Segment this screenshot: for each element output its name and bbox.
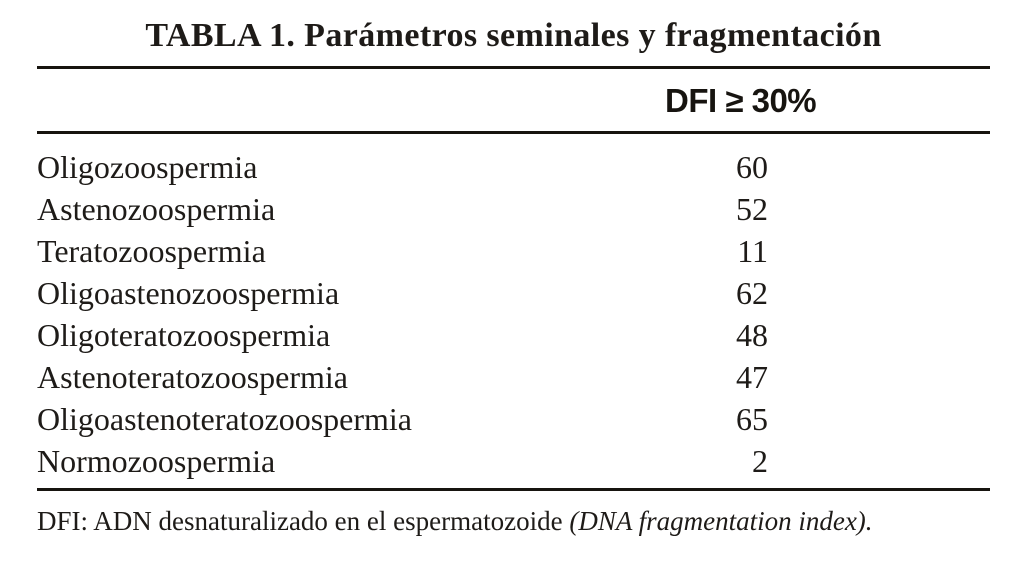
footnote: DFI: ADN desnaturalizado en el espermato… — [37, 491, 990, 538]
footnote-italic-text: (DNA fragmentation index). — [569, 506, 873, 536]
rule-below-header — [37, 131, 990, 134]
table-header-row: DFI ≥ 30% — [37, 69, 990, 131]
row-label: Astenozoospermia — [37, 191, 276, 227]
table-body: Oligozoospermia 60 Astenozoospermia 52 T… — [37, 134, 990, 488]
row-label: Oligoteratozoospermia — [37, 317, 331, 353]
row-label: Teratozoospermia — [37, 233, 266, 269]
row-value: 65 — [736, 401, 768, 437]
rule-below-title — [37, 66, 990, 69]
column-header-dfi: DFI ≥ 30% — [665, 82, 817, 119]
row-label: Oligozoospermia — [37, 149, 258, 185]
table-row: Astenozoospermia 52 — [37, 188, 990, 230]
table-row: Teratozoospermia 11 — [37, 230, 990, 272]
footnote-regular-text: DFI: ADN desnaturalizado en el espermato… — [37, 506, 570, 536]
table-row: Oligoteratozoospermia 48 — [37, 314, 990, 356]
row-value: 2 — [752, 443, 768, 479]
row-label: Astenoteratozoospermia — [37, 359, 348, 395]
row-value: 52 — [736, 191, 768, 227]
table-row: Oligozoospermia 60 — [37, 146, 990, 188]
row-label: Oligoastenoteratozoospermia — [37, 401, 412, 437]
row-value: 11 — [737, 233, 768, 269]
table-row: Normozoospermia 2 — [37, 440, 990, 482]
table-row: Oligoastenozoospermia 62 — [37, 272, 990, 314]
row-value: 62 — [736, 275, 768, 311]
row-label: Oligoastenozoospermia — [37, 275, 340, 311]
rule-above-footnote — [37, 488, 990, 491]
table-row: Oligoastenoteratozoospermia 65 — [37, 398, 990, 440]
row-label: Normozoospermia — [37, 443, 276, 479]
row-value: 48 — [736, 317, 768, 353]
table-content: TABLA 1. Parámetros seminales y fragment… — [37, 0, 990, 538]
row-value: 47 — [736, 359, 768, 395]
row-value: 60 — [736, 149, 768, 185]
table-title: TABLA 1. Parámetros seminales y fragment… — [145, 17, 882, 54]
table-row: Astenoteratozoospermia 47 — [37, 356, 990, 398]
